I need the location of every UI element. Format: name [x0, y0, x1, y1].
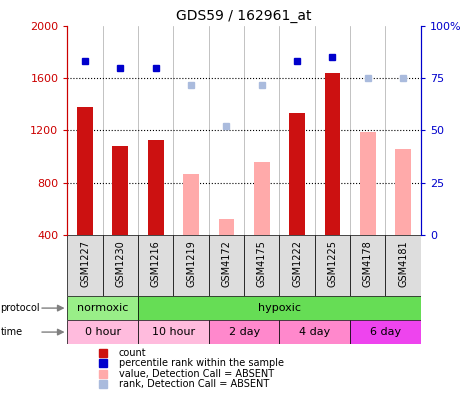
Bar	[325, 73, 340, 235]
Bar	[209, 320, 279, 344]
Text: GSM4181: GSM4181	[398, 240, 408, 287]
Text: value, Detection Call = ABSENT: value, Detection Call = ABSENT	[119, 369, 274, 379]
Bar	[279, 235, 315, 296]
Bar	[67, 320, 138, 344]
Text: normoxic: normoxic	[77, 303, 128, 313]
Text: GSM4172: GSM4172	[221, 240, 232, 287]
Bar	[360, 132, 376, 235]
Bar	[183, 173, 199, 235]
Bar	[67, 296, 138, 320]
Bar	[279, 320, 350, 344]
Bar	[209, 235, 244, 296]
Text: GSM4178: GSM4178	[363, 240, 373, 287]
Bar	[289, 113, 305, 235]
Text: GSM1216: GSM1216	[151, 240, 161, 287]
Bar	[385, 235, 421, 296]
Bar	[315, 235, 350, 296]
Text: 10 hour: 10 hour	[152, 327, 195, 337]
Text: 2 day: 2 day	[228, 327, 260, 337]
Bar	[219, 219, 234, 235]
Bar	[350, 320, 421, 344]
Text: GSM1230: GSM1230	[115, 240, 126, 287]
Bar	[395, 149, 411, 235]
Text: GSM1222: GSM1222	[292, 240, 302, 287]
Bar	[67, 235, 103, 296]
Text: hypoxic: hypoxic	[258, 303, 301, 313]
Bar	[173, 235, 209, 296]
Text: rank, Detection Call = ABSENT: rank, Detection Call = ABSENT	[119, 379, 269, 389]
Text: GSM1219: GSM1219	[186, 240, 196, 287]
Bar	[138, 235, 173, 296]
Text: percentile rank within the sample: percentile rank within the sample	[119, 358, 284, 368]
Bar	[244, 235, 279, 296]
Bar	[138, 296, 421, 320]
Bar	[148, 139, 164, 235]
Bar	[113, 146, 128, 235]
Bar	[103, 235, 138, 296]
Text: protocol: protocol	[0, 303, 40, 313]
Text: 4 day: 4 day	[299, 327, 331, 337]
Bar	[254, 162, 270, 235]
Bar	[138, 320, 209, 344]
Text: GSM4175: GSM4175	[257, 240, 267, 287]
Text: GSM1227: GSM1227	[80, 240, 90, 287]
Text: 6 day: 6 day	[370, 327, 401, 337]
Text: time: time	[0, 327, 23, 337]
Title: GDS59 / 162961_at: GDS59 / 162961_at	[176, 10, 312, 23]
Text: 0 hour: 0 hour	[85, 327, 121, 337]
Bar	[350, 235, 385, 296]
Text: GSM1225: GSM1225	[327, 240, 338, 287]
Text: count: count	[119, 348, 146, 358]
Bar	[77, 107, 93, 235]
